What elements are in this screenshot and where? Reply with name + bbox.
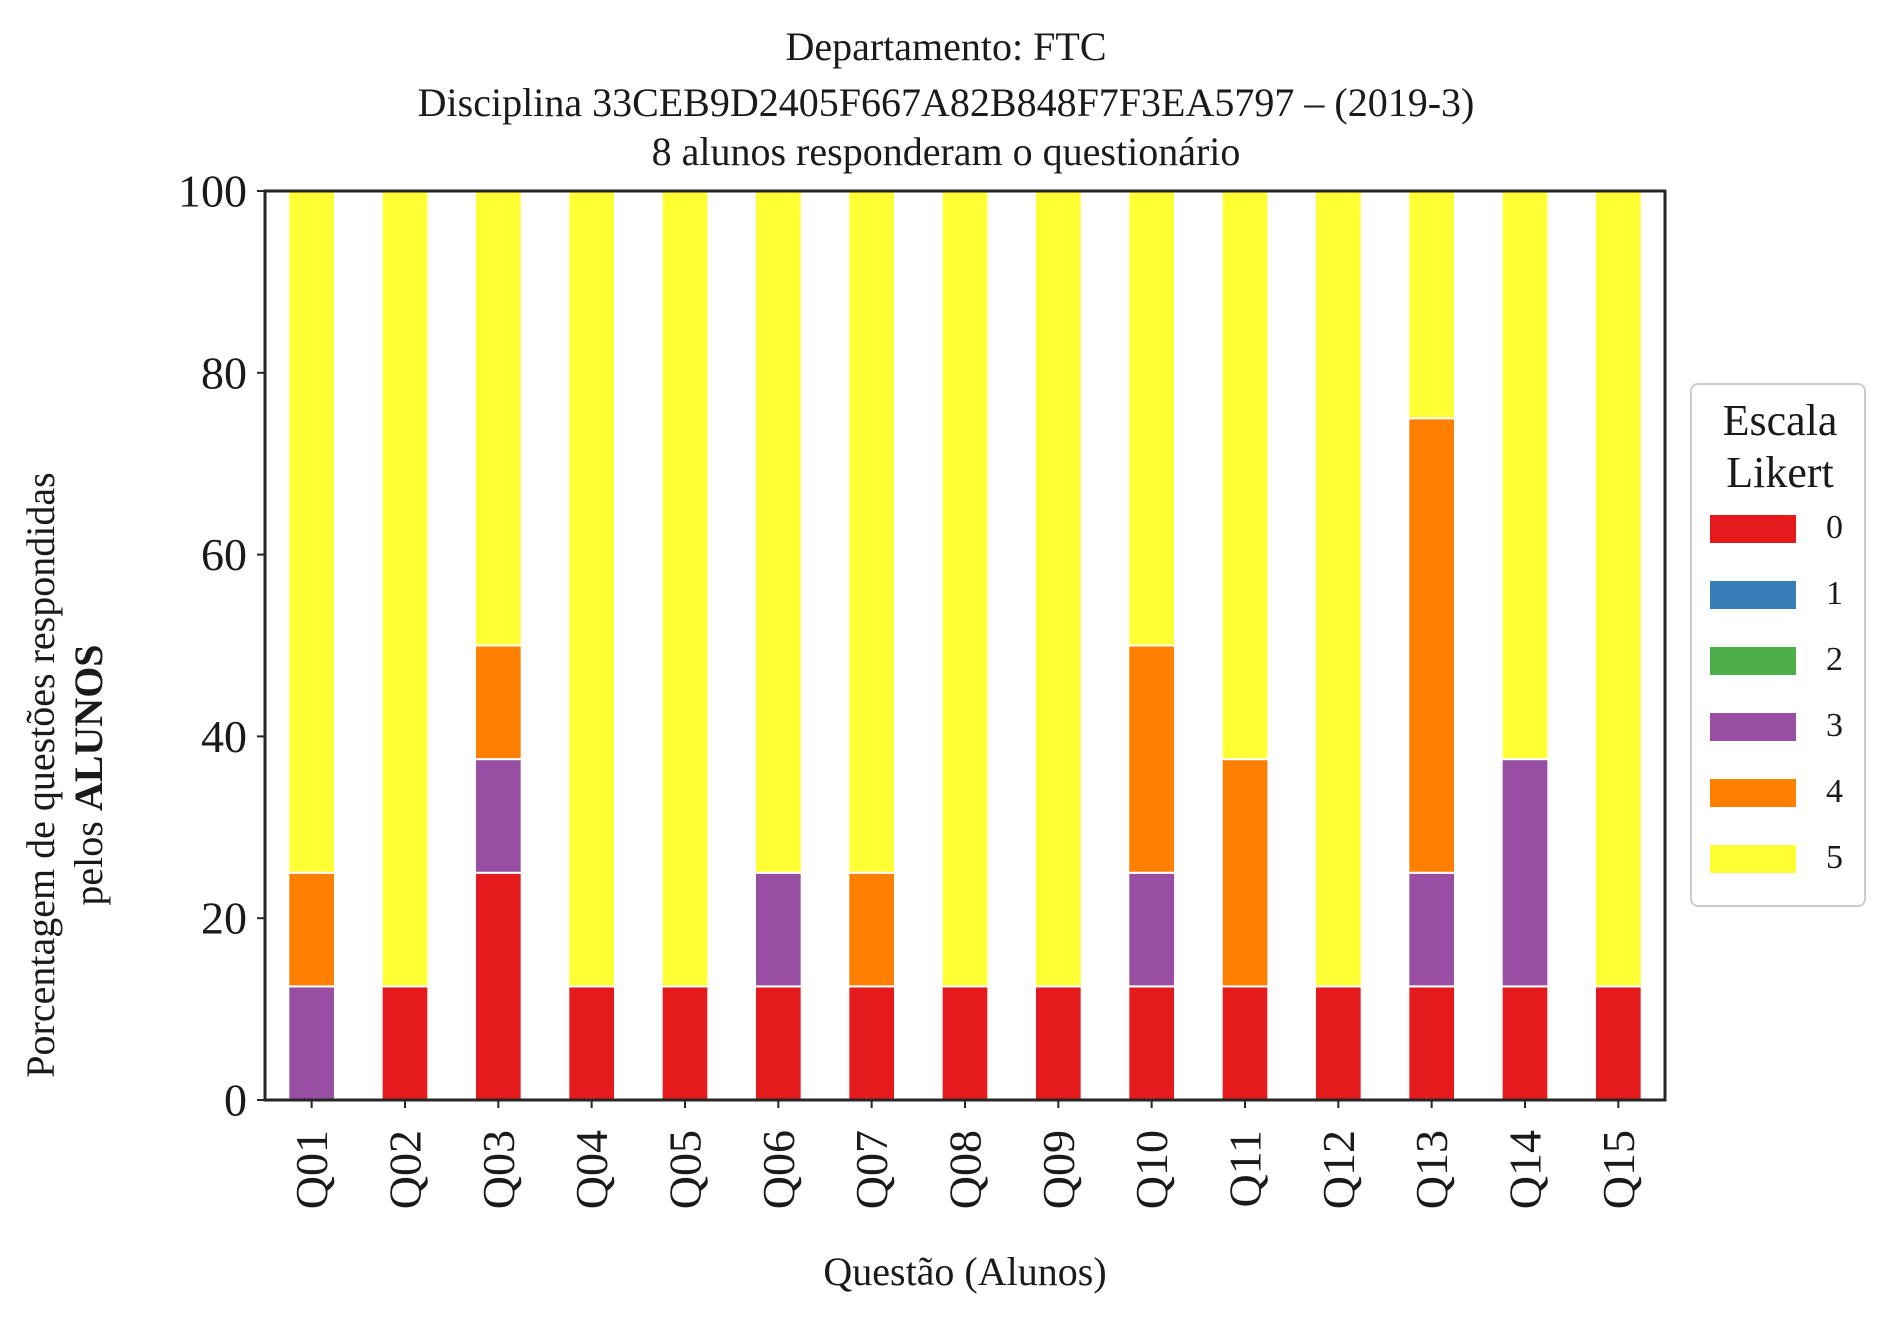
chart-title-line-1: Departamento: FTC xyxy=(785,24,1107,69)
bar-segment-q04-level-0 xyxy=(567,985,616,1101)
bar-segment-q06-level-5 xyxy=(754,190,803,874)
bar-segment-q11-level-4 xyxy=(1220,758,1270,988)
bar-segment-q08-level-5 xyxy=(940,190,990,988)
legend-item-5: 5 xyxy=(1692,833,1868,893)
y-axis-label-line-2: pelos ALUNOS xyxy=(65,325,113,1225)
x-ticks-group: Q01 Q02 Q03 Q04 Q05 Q06 Q07 Q08 Q09 Q10 Q11 Q12 Q13 Q… xyxy=(286,1100,1644,1209)
legend-item-0: 0 xyxy=(1692,503,1868,563)
bar-segment-q07-level-0 xyxy=(847,985,896,1101)
legend-swatch xyxy=(1710,713,1796,741)
bar-segment-q10-level-4 xyxy=(1127,644,1177,874)
bar-segment-q13-level-3 xyxy=(1407,871,1457,988)
legend-item-3: 3 xyxy=(1692,701,1868,761)
legend-label: 4 xyxy=(1826,773,1843,810)
y-tick-label: 0 xyxy=(224,1075,247,1126)
bar-segment-q14-level-0 xyxy=(1500,985,1550,1101)
bar-segment-q11-level-5 xyxy=(1220,190,1270,761)
bar-segment-q12-level-5 xyxy=(1314,190,1363,988)
bar-segment-q11-level-0 xyxy=(1220,985,1270,1101)
x-tick-label-q01: Q01 xyxy=(286,1130,337,1209)
x-tick-label-q02: Q02 xyxy=(380,1130,431,1209)
y-tick-label: 100 xyxy=(178,166,247,217)
y-axis-label-line-1: Porcentagem de questões respondidas xyxy=(18,472,63,1078)
bar-segment-q12-level-0 xyxy=(1314,985,1363,1101)
x-tick-label-q07: Q07 xyxy=(846,1130,897,1209)
bar-segment-q09-level-5 xyxy=(1034,190,1083,988)
x-axis-label: Questão (Alunos) xyxy=(823,1249,1107,1294)
legend-swatch xyxy=(1710,581,1796,609)
bar-segment-q14-level-5 xyxy=(1500,190,1550,761)
y-axis-label: Porcentagem de questões respondidas pelo… xyxy=(17,325,113,1225)
x-tick-label-q11: Q11 xyxy=(1220,1130,1271,1208)
bar-segment-q08-level-0 xyxy=(940,985,990,1101)
legend-item-1: 1 xyxy=(1692,569,1868,629)
legend-item-4: 4 xyxy=(1692,767,1868,827)
chart-title-line-2: Disciplina 33CEB9D2405F667A82B848F7F3EA5… xyxy=(417,80,1475,125)
legend-label: 0 xyxy=(1826,509,1843,546)
y-axis-label-bold: ALUNOS xyxy=(66,644,111,812)
x-tick-label-q15: Q15 xyxy=(1593,1130,1644,1209)
legend-title: Escala Likert xyxy=(1692,395,1868,499)
bars-group xyxy=(287,190,1643,1101)
bar-segment-q01-level-3 xyxy=(287,985,337,1101)
bar-segment-q05-level-0 xyxy=(660,985,710,1101)
y-axis-label-prefix: pelos xyxy=(66,811,111,906)
legend-label: 5 xyxy=(1826,839,1843,876)
chart-title-line-3: 8 alunos responderam o questionário xyxy=(651,129,1241,174)
legend-swatch xyxy=(1710,515,1796,543)
legend-title-line-2: Likert xyxy=(1726,448,1834,497)
y-tick-label: 20 xyxy=(201,893,247,944)
bar-segment-q10-level-0 xyxy=(1127,985,1177,1101)
x-tick-label-q08: Q08 xyxy=(940,1130,991,1209)
bar-segment-q02-level-5 xyxy=(380,190,430,988)
x-tick-label-q06: Q06 xyxy=(753,1130,804,1209)
x-tick-label-q05: Q05 xyxy=(660,1130,711,1209)
bar-segment-q04-level-5 xyxy=(567,190,616,988)
bar-segment-q14-level-3 xyxy=(1500,758,1550,988)
y-ticks-group: 0 20 40 60 80 100 xyxy=(178,166,265,1126)
bar-segment-q09-level-0 xyxy=(1034,985,1083,1101)
bar-segment-q05-level-5 xyxy=(660,190,710,988)
legend-title-line-1: Escala xyxy=(1722,396,1838,445)
bar-segment-q13-level-0 xyxy=(1407,985,1457,1101)
legend-item-2: 2 xyxy=(1692,635,1868,695)
bar-segment-q01-level-5 xyxy=(287,190,337,874)
x-tick-label-q04: Q04 xyxy=(566,1130,617,1209)
bar-segment-q01-level-4 xyxy=(287,871,337,988)
bar-segment-q07-level-5 xyxy=(847,190,896,874)
x-tick-label-q14: Q14 xyxy=(1500,1130,1551,1209)
bar-segment-q10-level-3 xyxy=(1127,871,1177,988)
bar-segment-q03-level-3 xyxy=(474,758,523,874)
legend-label: 1 xyxy=(1826,575,1843,612)
legend-label: 3 xyxy=(1826,707,1843,744)
plot-frame xyxy=(263,189,1667,1102)
legend-swatch xyxy=(1710,845,1796,873)
x-tick-label-q10: Q10 xyxy=(1126,1130,1177,1209)
bar-segment-q02-level-0 xyxy=(380,985,430,1101)
y-tick-label: 40 xyxy=(201,711,247,762)
bar-segment-q06-level-0 xyxy=(754,985,803,1101)
bar-segment-q13-level-4 xyxy=(1407,417,1457,874)
bar-segment-q15-level-5 xyxy=(1594,190,1643,988)
bar-segment-q03-level-4 xyxy=(474,644,523,761)
y-tick-label: 60 xyxy=(201,529,247,580)
bar-segment-q10-level-5 xyxy=(1127,190,1177,647)
legend-swatch xyxy=(1710,647,1796,675)
bar-segment-q15-level-0 xyxy=(1594,985,1643,1101)
bar-segment-q03-level-0 xyxy=(474,871,523,1101)
bar-segment-q13-level-5 xyxy=(1407,190,1457,420)
y-tick-label: 80 xyxy=(201,347,247,398)
legend-swatch xyxy=(1710,779,1796,807)
legend-label: 2 xyxy=(1826,641,1843,678)
x-tick-label-q09: Q09 xyxy=(1033,1130,1084,1209)
x-tick-label-q03: Q03 xyxy=(473,1130,524,1209)
bar-segment-q06-level-3 xyxy=(754,871,803,988)
legend: Escala Likert 0 1 2 3 4 5 xyxy=(1690,383,1866,907)
bar-segment-q07-level-4 xyxy=(847,871,896,988)
x-tick-label-q13: Q13 xyxy=(1406,1130,1457,1209)
x-tick-label-q12: Q12 xyxy=(1313,1130,1364,1209)
bar-segment-q03-level-5 xyxy=(474,190,523,647)
